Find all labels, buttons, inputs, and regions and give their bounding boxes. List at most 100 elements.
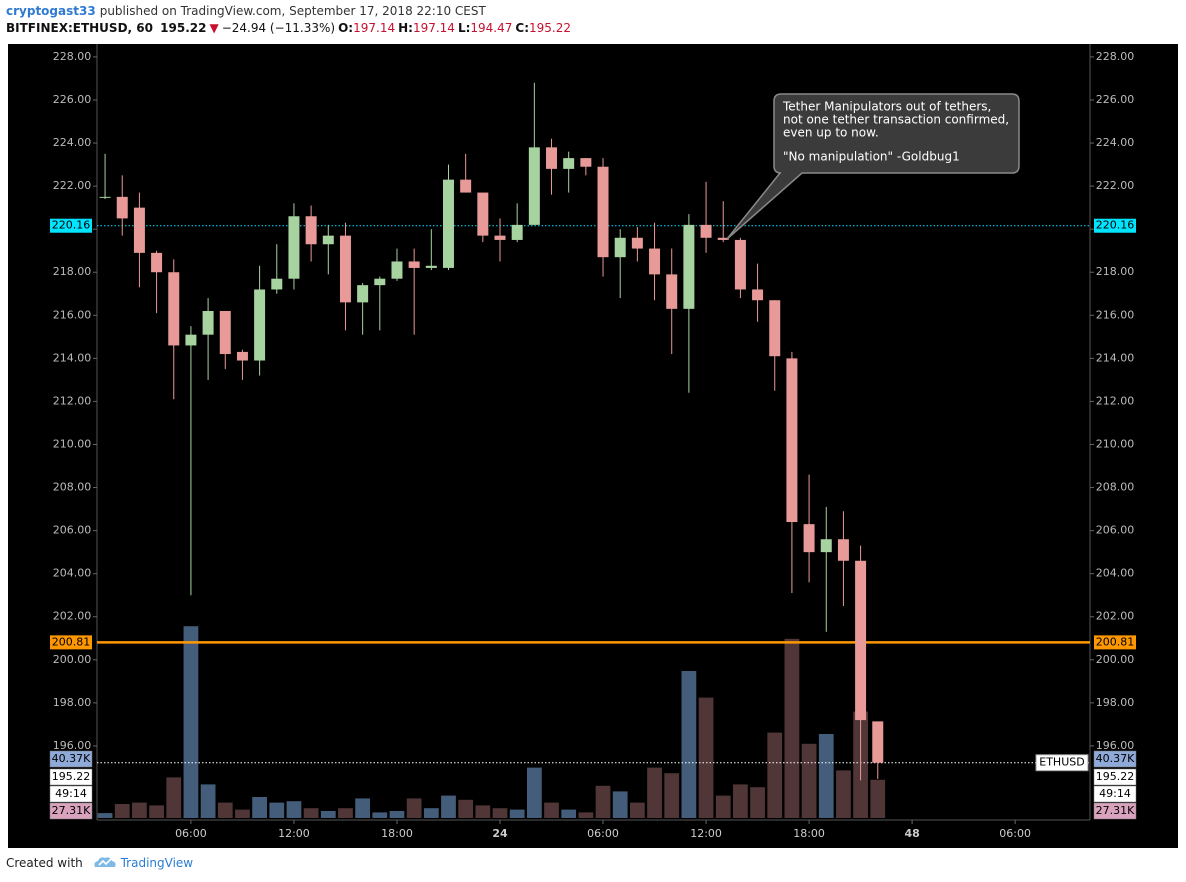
candle-body [133,207,145,253]
volume-bar [217,802,233,818]
candle-body [357,285,369,303]
y-tick-label: 216.00 [1096,308,1135,321]
symbol-box [1035,754,1089,772]
y-tick-label: 224.00 [1096,136,1135,149]
y-tick-label: 216.00 [53,308,92,321]
price-line-label: 220.16 [1096,219,1135,232]
candle-body [425,265,437,268]
y-tick-label: 218.00 [53,265,92,278]
y-tick-label: 202.00 [1096,610,1135,623]
y-tick-label: 214.00 [1096,351,1135,364]
brand[interactable]: TradingView [120,856,194,870]
price-line-label: 200.81 [1096,635,1135,648]
ohlc-label: C: [515,21,530,35]
annotation-line: "No manipulation" -Goldbug1 [783,150,960,164]
candle-body [666,274,678,309]
y-tick-label: 198.00 [1096,696,1135,709]
candle-body [511,224,523,240]
scale-label: 49:14 [55,787,87,800]
candle-body [168,272,180,346]
volume-bar [114,804,130,818]
scale-label-box [1093,785,1137,803]
volume-bar [372,812,388,818]
volume-bar [200,784,216,818]
candle-body [683,224,695,309]
volume-bar [355,798,371,818]
logo [94,857,116,867]
scale-label: 195.22 [1096,770,1135,783]
price-line-box [1094,635,1136,650]
volume-bar [97,813,113,818]
candle-body [202,310,214,335]
x-tick-label: 18:00 [793,827,825,840]
candle-body [700,224,712,238]
y-tick-label: 204.00 [53,567,92,580]
price-line-box [50,218,92,233]
candle-body [820,539,832,553]
scale-label: 27.31K [52,804,91,817]
publish-line: cryptogast33 published on TradingView.com… [6,4,486,18]
candle-body [494,235,506,240]
x-tick-label: 12:00 [690,827,722,840]
scale-label: 40.37K [52,752,91,765]
volume-bar [595,785,611,818]
y-tick-label: 198.00 [53,696,92,709]
x-tick-label: 48 [904,827,919,840]
candle-body [855,560,867,721]
callout [726,93,1020,240]
volume-bar [252,797,267,818]
volume-bar [406,798,422,818]
volume-bar [784,638,800,818]
axis-labels: 196.00 196.00 198.00 198.00 200.00 200.00 202.… [49,50,1137,840]
volume-bar [561,809,577,818]
scale-label-box [1093,802,1137,820]
candle-body [236,351,248,361]
candle-body [717,237,729,240]
volume-bar [818,734,834,818]
change: −24.94 (−11.33%) [221,21,336,35]
candle-body [769,300,781,357]
candle-body [597,166,609,258]
y-tick-label: 214.00 [53,351,92,364]
y-tick-label: 210.00 [53,437,92,450]
volume-bar [423,808,439,818]
volume-bar [235,809,250,818]
down-arrow: ▼ [209,21,219,35]
x-tick-label: 06:00 [999,827,1031,840]
y-tick-label: 228.00 [1096,50,1135,63]
volume-layer [97,626,886,818]
candle-body [391,261,403,279]
candle-body [477,192,489,236]
y-tick-label: 196.00 [53,739,92,752]
x-tick-label: 06:00 [587,827,619,840]
scale-label-box [49,750,93,768]
volume-bar [870,779,886,818]
annotation-line: Tether Manipulators out of tethers, [782,100,991,114]
candle-body [837,539,849,561]
volume-bar [698,697,714,818]
x-tick-label: 24 [492,827,508,840]
candle-body [786,358,798,523]
volume-bar [733,784,748,818]
volume-bar [526,767,542,818]
y-tick-label: 226.00 [1096,93,1135,106]
annotation: Tether Manipulators out of tethers, not … [726,93,1020,240]
volume-bar [767,732,783,818]
candle-body [408,261,420,268]
price-lines [97,225,1090,764]
volume-bar [132,802,147,818]
candle-body [219,310,231,355]
y-tick-label: 222.00 [53,179,92,192]
candle-body [734,239,746,290]
author[interactable]: cryptogast33 [6,4,96,18]
volume-bar [853,711,868,818]
published: published on TradingView.com, September … [99,4,486,18]
volume-bar [801,743,817,818]
y-tick-label: 226.00 [53,93,92,106]
scale-label-box [1093,768,1137,786]
candle-body [563,158,575,169]
annotation-line: not one tether transaction confirmed, [783,113,1009,127]
x-tick-label: 18:00 [381,827,413,840]
ohlc-value: 197.14 [412,21,455,35]
